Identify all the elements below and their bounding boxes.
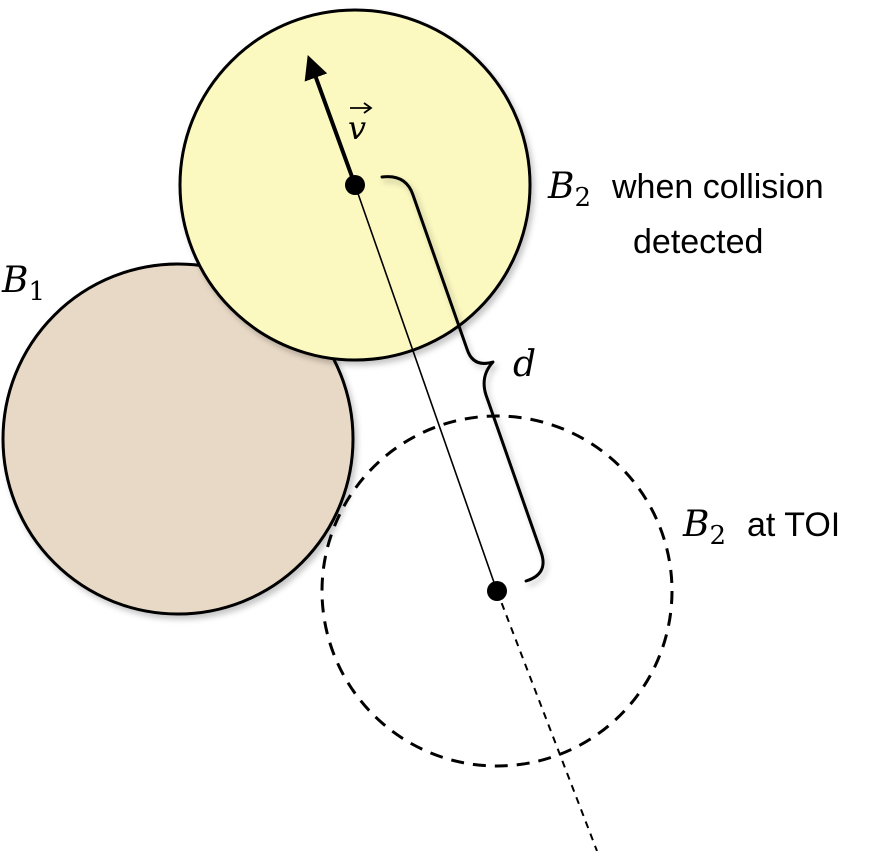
b2-toi-text: at TOI <box>747 506 840 544</box>
distance-brace <box>380 175 545 583</box>
arrow-up-left-icon <box>304 54 357 186</box>
velocity-symbol: v <box>348 109 366 147</box>
b2-toi-center-dot <box>487 581 507 601</box>
b2-toi-label: B2 <box>682 504 726 551</box>
b2-detected-symbol: B <box>547 166 574 207</box>
distance-label: d <box>513 344 536 385</box>
trajectory-line <box>354 184 498 592</box>
velocity-label: v <box>348 102 373 147</box>
vector-arrow-icon <box>350 102 373 114</box>
b2-toi-subscript: 2 <box>709 521 726 551</box>
b1-circle <box>1 262 355 616</box>
b2-toi-circle <box>320 414 674 768</box>
b2-detected-subscript: 2 <box>574 183 591 213</box>
curly-brace-icon <box>380 175 545 583</box>
b1-label: B1 <box>1 260 45 307</box>
b2-detected-label: B2 <box>547 166 591 213</box>
b2-toi-symbol: B <box>682 504 709 545</box>
b1-symbol: B <box>1 260 28 301</box>
velocity-arrow <box>304 54 357 186</box>
b1-subscript: 1 <box>28 277 45 307</box>
trajectory-continuation-line <box>496 590 598 851</box>
b2-detected-text-line1: when collision <box>611 168 824 206</box>
b2-detected-center-dot <box>345 175 365 195</box>
b2-detected-text-line2: detected <box>633 223 763 261</box>
